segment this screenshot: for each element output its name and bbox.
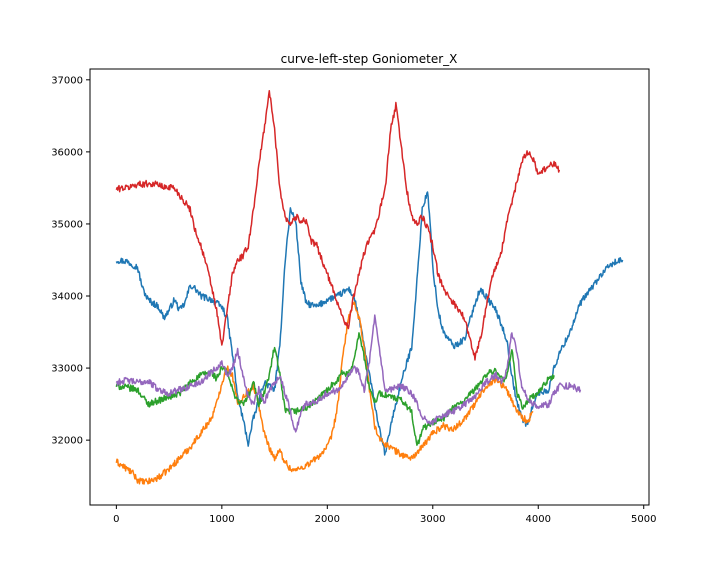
y-tick-label: 36000 bbox=[51, 147, 83, 158]
series-line-4 bbox=[115, 89, 561, 361]
series-line-3 bbox=[115, 332, 555, 446]
y-tick-label: 32000 bbox=[51, 436, 83, 447]
x-tick-label: 4000 bbox=[526, 514, 551, 525]
y-tick-label: 35000 bbox=[51, 219, 83, 230]
y-tick-label: 37000 bbox=[51, 75, 83, 86]
plot-frame bbox=[89, 68, 650, 506]
series-line-5 bbox=[115, 314, 582, 433]
x-tick-label: 3000 bbox=[420, 514, 445, 525]
axis-layer: 0 1000 2000 3000 4000 5000 32000 33000 34000 3500… bbox=[51, 75, 656, 525]
x-tick-label: 0 bbox=[113, 514, 119, 525]
y-tick-label: 34000 bbox=[51, 292, 83, 303]
chart-title: curve-left-step Goniometer_X bbox=[281, 52, 458, 66]
x-tick-label: 1000 bbox=[209, 514, 234, 525]
series-layer bbox=[115, 89, 624, 485]
x-tick-label: 2000 bbox=[315, 514, 340, 525]
x-tick-label: 5000 bbox=[631, 514, 656, 525]
series-line-2 bbox=[115, 301, 534, 485]
series-line-1 bbox=[115, 191, 624, 456]
y-tick-label: 33000 bbox=[51, 364, 83, 375]
